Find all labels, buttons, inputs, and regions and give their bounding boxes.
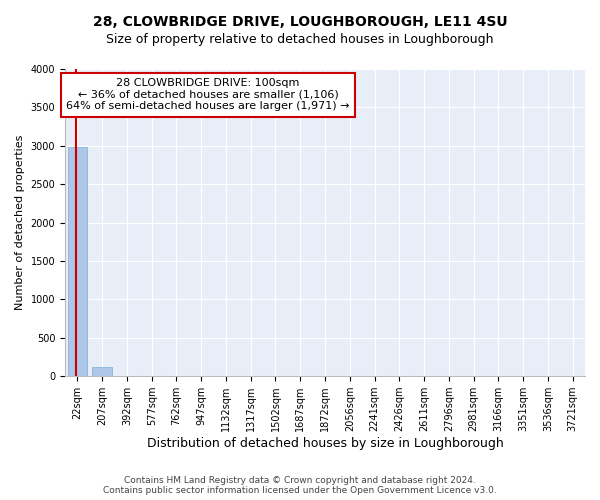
Text: Contains HM Land Registry data © Crown copyright and database right 2024.
Contai: Contains HM Land Registry data © Crown c…	[103, 476, 497, 495]
Y-axis label: Number of detached properties: Number of detached properties	[15, 135, 25, 310]
Text: 28, CLOWBRIDGE DRIVE, LOUGHBOROUGH, LE11 4SU: 28, CLOWBRIDGE DRIVE, LOUGHBOROUGH, LE11…	[92, 15, 508, 29]
Text: Size of property relative to detached houses in Loughborough: Size of property relative to detached ho…	[106, 32, 494, 46]
X-axis label: Distribution of detached houses by size in Loughborough: Distribution of detached houses by size …	[146, 437, 503, 450]
Text: 28 CLOWBRIDGE DRIVE: 100sqm
← 36% of detached houses are smaller (1,106)
64% of : 28 CLOWBRIDGE DRIVE: 100sqm ← 36% of det…	[66, 78, 350, 112]
Bar	[68, 148, 88, 376]
Bar	[92, 367, 112, 376]
